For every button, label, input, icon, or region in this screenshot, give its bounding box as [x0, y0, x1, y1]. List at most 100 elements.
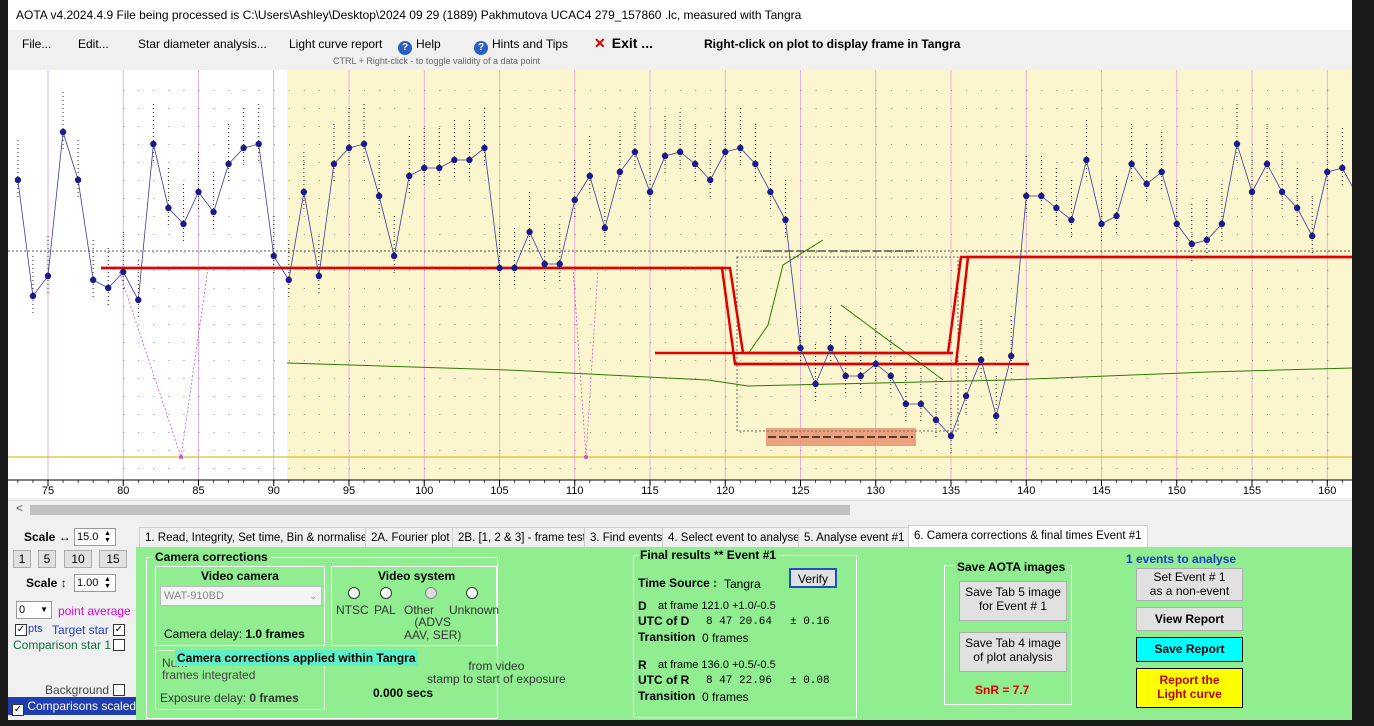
comparisons-scaled-checkbox[interactable]: ✓ [12, 704, 24, 716]
tab-camera-corrections[interactable]: 6. Camera corrections & final times Even… [908, 525, 1148, 547]
data-point[interactable] [676, 148, 684, 156]
data-point[interactable] [691, 160, 699, 168]
data-point[interactable] [616, 168, 624, 176]
light-curve-plot[interactable]: 75 80 85 90 95 100 105 110 115 120 125 130 135 140 145… [8, 70, 1352, 498]
point-average-select[interactable]: 0 ▼ [16, 601, 52, 619]
data-point[interactable] [992, 412, 1000, 420]
scale-btn-10[interactable]: 10 [64, 550, 92, 568]
data-point[interactable] [270, 252, 277, 260]
menu-edit[interactable]: Edit... [78, 37, 109, 51]
data-point[interactable] [707, 176, 714, 184]
data-point[interactable] [661, 152, 669, 160]
data-point[interactable] [1263, 160, 1271, 168]
data-point[interactable] [1023, 192, 1030, 200]
data-point[interactable] [842, 372, 849, 380]
data-point[interactable] [421, 164, 428, 172]
data-point[interactable] [225, 160, 232, 168]
data-point[interactable] [631, 148, 639, 156]
data-point[interactable] [1083, 156, 1090, 164]
view-report-button[interactable]: View Report [1136, 607, 1243, 631]
data-point[interactable] [1173, 220, 1180, 228]
data-point[interactable] [44, 272, 52, 280]
tab-select-event[interactable]: 4. Select event to analyse [662, 527, 806, 547]
data-point[interactable] [195, 188, 202, 196]
plot-canvas[interactable]: 75 80 85 90 95 100 105 110 115 120 125 130 135 140 145… [8, 70, 1352, 498]
plot-scrollbar[interactable]: < [8, 500, 1352, 518]
data-point[interactable] [526, 228, 533, 236]
data-point[interactable] [59, 128, 67, 136]
data-point[interactable] [390, 252, 398, 260]
data-point[interactable] [210, 208, 217, 216]
data-point[interactable] [1203, 236, 1211, 244]
data-point[interactable] [1339, 164, 1346, 172]
save-tab5-button[interactable]: Save Tab 5 image for Event # 1 [959, 581, 1067, 621]
other-radio[interactable] [425, 587, 437, 599]
data-point[interactable] [89, 276, 97, 284]
data-point[interactable] [857, 372, 864, 380]
menu-star-diameter[interactable]: Star diameter analysis... [138, 37, 267, 51]
tab-read[interactable]: 1. Read, Integrity, Set time, Bin & norm… [139, 527, 374, 547]
data-point[interactable] [1008, 352, 1015, 360]
data-point[interactable] [797, 344, 804, 352]
data-point[interactable] [722, 148, 729, 156]
target-star-checkbox[interactable]: ✓ [113, 624, 125, 636]
data-point[interactable] [345, 144, 353, 152]
data-point[interactable] [375, 192, 383, 200]
comparisons-scaled-row[interactable]: ✓ Comparisons scaled [8, 697, 136, 716]
data-point[interactable] [436, 164, 443, 172]
camera-model-select[interactable]: WAT-910BD ⌄ [160, 586, 322, 606]
menu-hints[interactable]: ? Hints and Tips [474, 37, 568, 55]
save-report-button[interactable]: Save Report [1136, 637, 1243, 662]
data-point[interactable] [1098, 220, 1105, 228]
pts-checkbox[interactable]: ✓ [15, 624, 27, 636]
set-non-event-button[interactable]: Set Event # 1 as a non-event [1136, 568, 1243, 601]
data-point[interactable] [872, 360, 879, 368]
background-checkbox[interactable] [113, 684, 125, 696]
data-point[interactable] [451, 156, 458, 164]
ntsc-radio[interactable] [348, 587, 360, 599]
comparison-star-checkbox[interactable] [113, 639, 125, 651]
data-point[interactable] [646, 188, 654, 196]
spin-up-down-icon[interactable]: ▲ ▼ [104, 576, 111, 590]
data-point[interactable] [1143, 180, 1150, 188]
data-point[interactable] [962, 392, 970, 400]
data-point[interactable] [255, 140, 262, 148]
data-point[interactable] [1053, 204, 1060, 212]
data-point[interactable] [1188, 240, 1196, 248]
data-point[interactable] [74, 176, 82, 184]
scroll-left-icon[interactable]: < [16, 501, 24, 515]
data-point[interactable] [902, 400, 910, 408]
data-point[interactable] [466, 156, 473, 164]
data-point[interactable] [135, 296, 142, 304]
data-point[interactable] [120, 268, 127, 276]
data-point[interactable] [14, 176, 22, 184]
data-point[interactable] [496, 264, 503, 272]
data-point[interactable] [406, 172, 413, 180]
menu-file[interactable]: File... [22, 37, 52, 51]
data-point[interactable] [1218, 220, 1226, 228]
data-point[interactable] [977, 356, 985, 364]
menu-light-curve-report[interactable]: Light curve report [289, 37, 383, 51]
data-point[interactable] [330, 160, 338, 168]
tab-frame-test[interactable]: 2B. [1, 2 & 3] - frame test [452, 527, 592, 547]
data-point[interactable] [1324, 168, 1331, 176]
data-point[interactable] [1278, 188, 1286, 196]
save-tab4-button[interactable]: Save Tab 4 image of plot analysis [959, 632, 1067, 672]
data-point[interactable] [556, 260, 563, 268]
report-light-curve-button[interactable]: Report the Light curve [1136, 668, 1243, 708]
data-point[interactable] [586, 172, 593, 180]
data-point[interactable] [511, 264, 518, 272]
scale-btn-5[interactable]: 5 [38, 550, 56, 568]
data-point[interactable] [601, 224, 609, 232]
data-point[interactable] [1248, 188, 1256, 196]
data-point[interactable] [285, 276, 292, 284]
data-point[interactable] [1158, 168, 1165, 176]
tab-analyse-event[interactable]: 5. Analyse event #1 [798, 527, 911, 547]
data-point[interactable] [165, 204, 172, 212]
menu-exit[interactable]: ✕ Exit ... [594, 35, 653, 51]
data-point[interactable] [360, 140, 368, 148]
data-point[interactable] [752, 160, 759, 168]
verify-button[interactable]: Verify [789, 568, 837, 588]
data-point[interactable] [932, 416, 940, 424]
data-point[interactable] [315, 272, 323, 280]
